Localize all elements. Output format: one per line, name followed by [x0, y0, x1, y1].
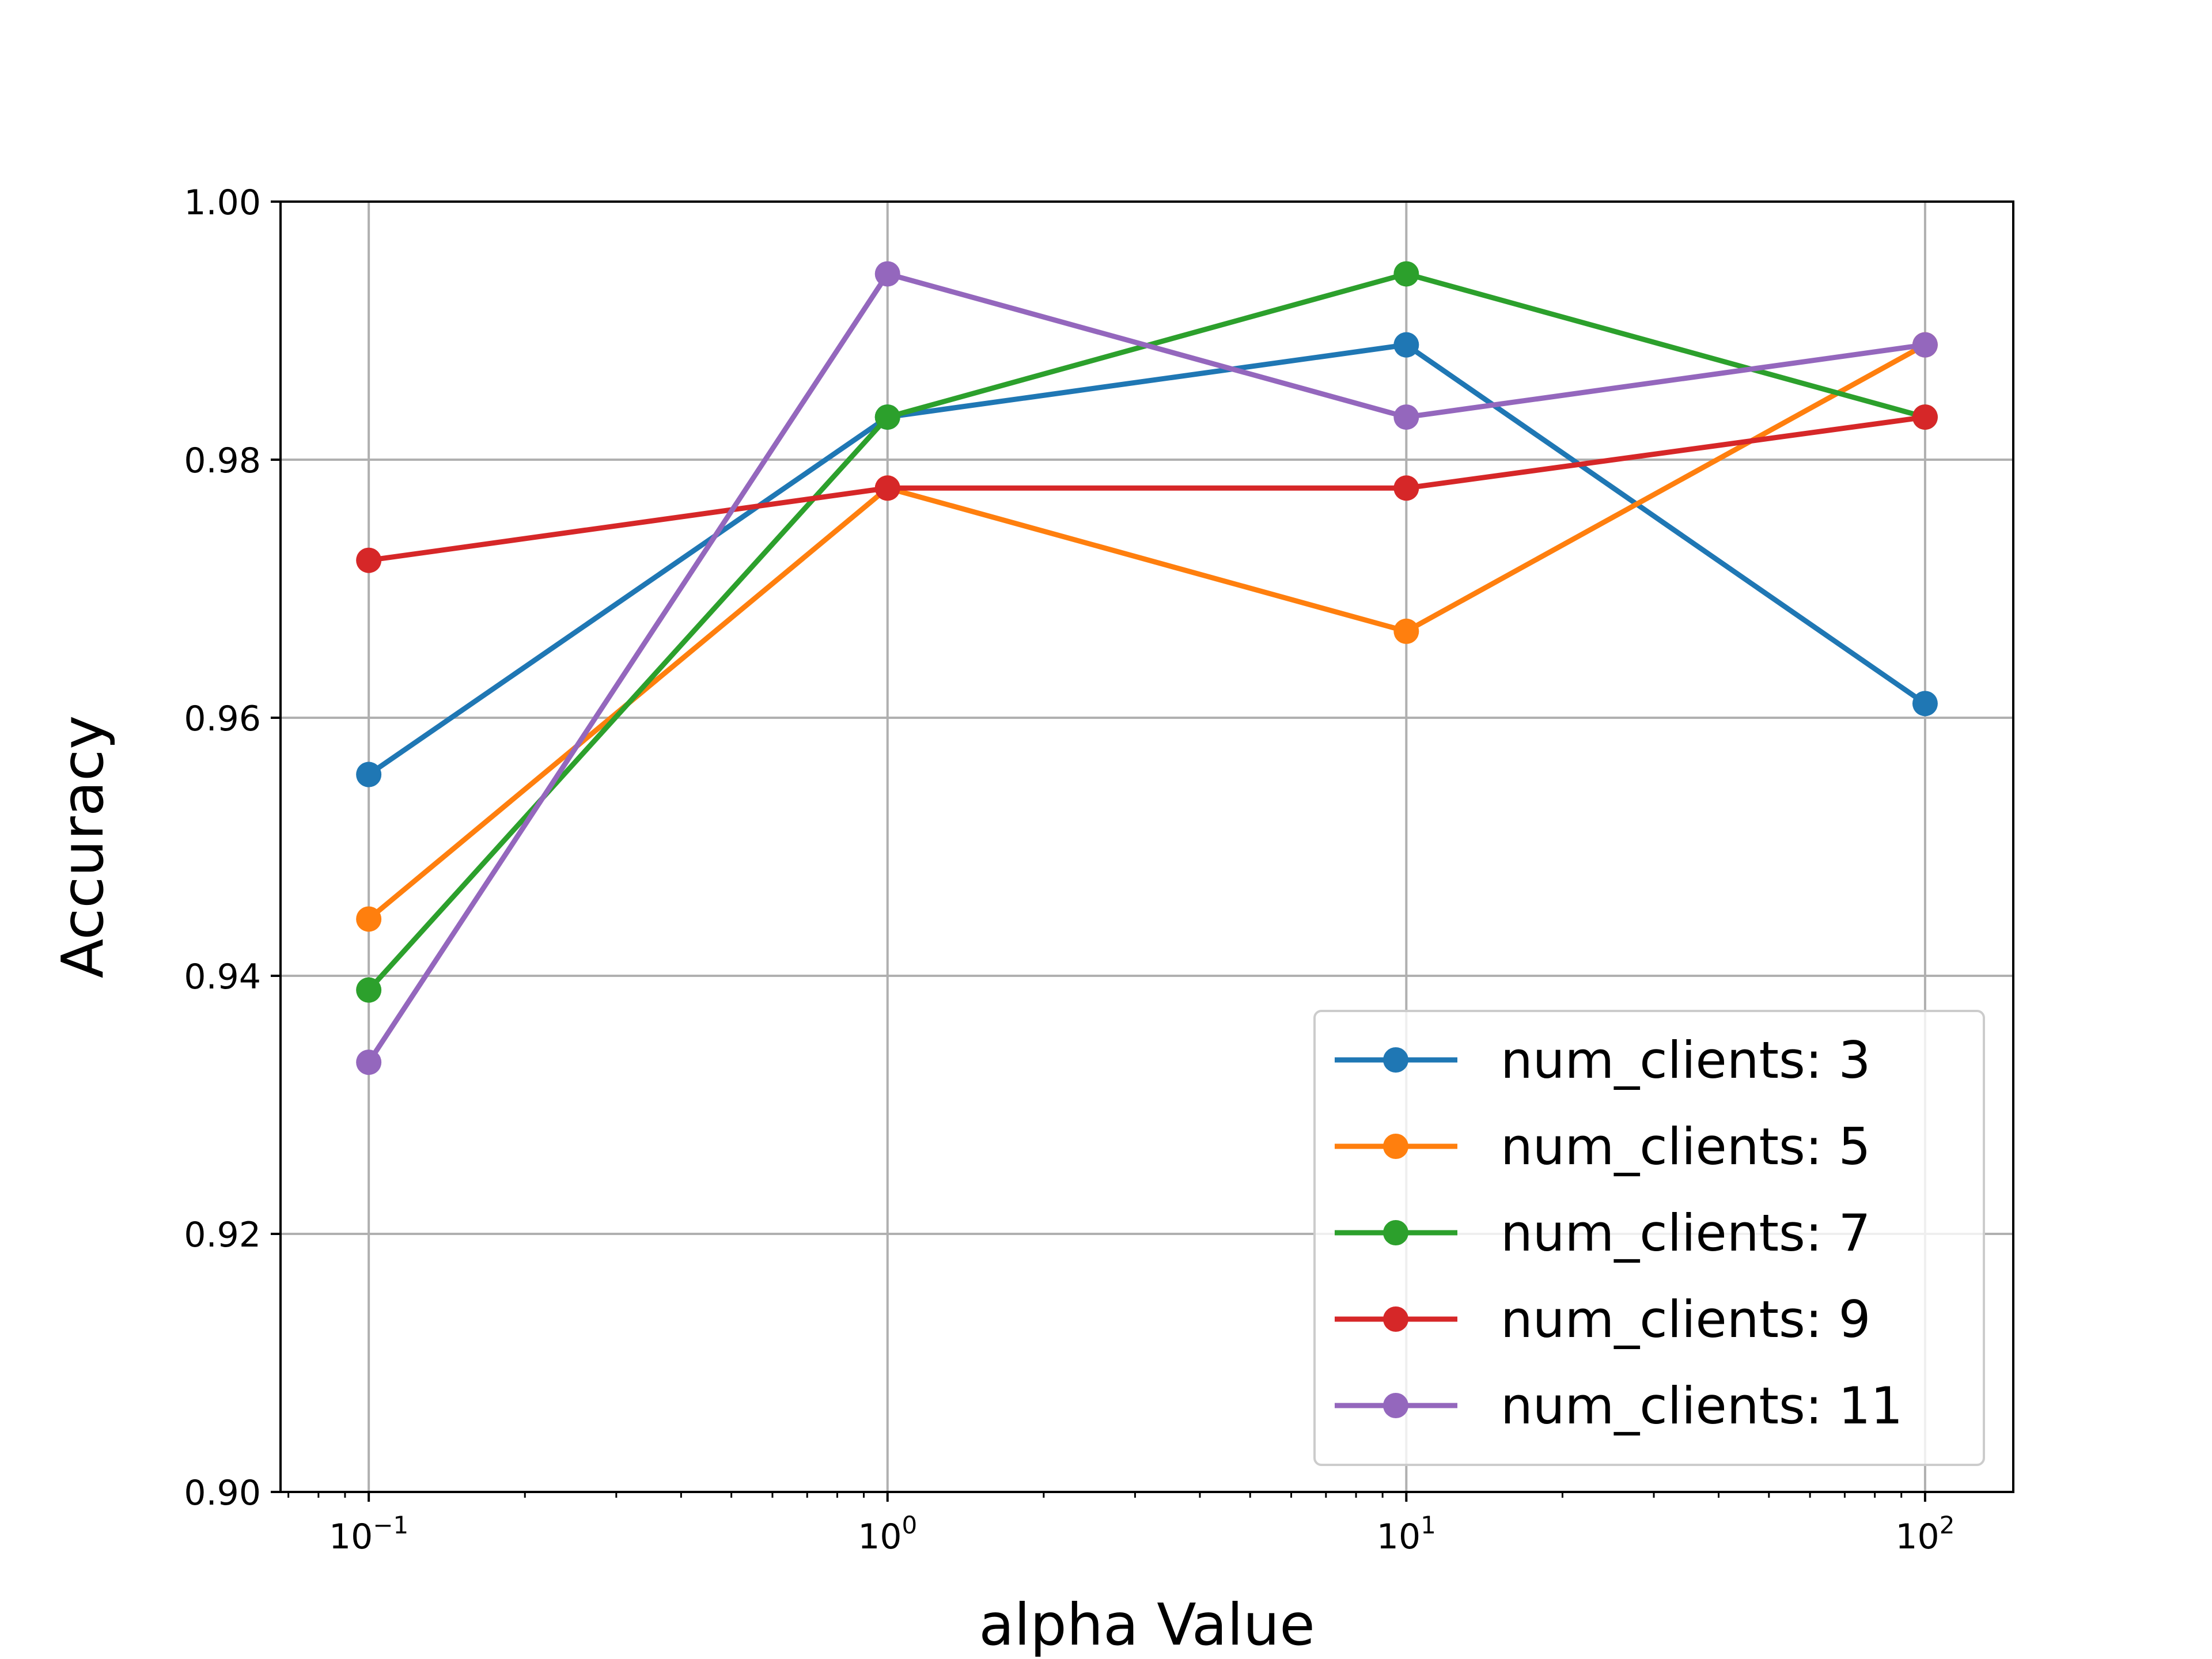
data-point [1912, 332, 1938, 358]
x-tick-label: 100 [858, 1511, 917, 1557]
legend-item: num_clients: 11 [1335, 1376, 1903, 1435]
data-point [874, 475, 900, 501]
legend-label: num_clients: 11 [1501, 1376, 1903, 1435]
data-point [874, 404, 900, 430]
x-tick-label: 10−1 [329, 1511, 408, 1557]
x-tick-label-exponent: 1 [1421, 1511, 1436, 1539]
y-tick-label: 0.98 [184, 441, 261, 481]
series-line [366, 271, 1926, 1064]
legend-marker [1383, 1306, 1408, 1332]
y-axis-label: Accuracy [49, 715, 116, 979]
legend: num_clients: 3 num_clients: 5 num_clients:… [1313, 1010, 1985, 1466]
legend-marker [1383, 1047, 1408, 1073]
data-point [1912, 691, 1938, 717]
data-point [1393, 404, 1419, 430]
series-4 [356, 404, 1938, 573]
x-tick-label-base: 10 [329, 1517, 373, 1557]
legend-label: num_clients: 7 [1501, 1203, 1870, 1263]
legend-item: num_clients: 5 [1335, 1117, 1870, 1176]
x-tick-label: 102 [1895, 1511, 1955, 1557]
x-axis-label: alpha Value [979, 1591, 1315, 1658]
data-point [1393, 261, 1419, 287]
data-point [356, 977, 382, 1003]
x-tick-label-base: 10 [1377, 1517, 1421, 1557]
legend-marker [1383, 1220, 1408, 1245]
y-tick-label: 0.90 [184, 1473, 261, 1513]
x-tick-label-base: 10 [1895, 1517, 1939, 1557]
legend-marker [1383, 1134, 1408, 1159]
x-tick-label-exponent: 2 [1940, 1511, 1955, 1539]
legend-label: num_clients: 5 [1501, 1117, 1870, 1176]
series-2 [356, 332, 1938, 932]
data-point [1393, 618, 1419, 644]
series-line [367, 342, 1927, 921]
data-point [874, 261, 900, 287]
data-point [1393, 475, 1419, 501]
legend-item: num_clients: 7 [1335, 1203, 1870, 1263]
data-point [356, 1050, 382, 1075]
x-tick-label-base: 10 [858, 1517, 902, 1557]
legend-item: num_clients: 3 [1335, 1031, 1870, 1090]
series-3 [356, 261, 1938, 1003]
plot-area-frame [279, 200, 2014, 1493]
data-point [1912, 404, 1938, 430]
series-5 [356, 261, 1938, 1075]
data-point [356, 762, 382, 787]
x-tick-label-exponent: 0 [902, 1511, 918, 1539]
x-tick-label-exponent: −1 [373, 1511, 408, 1539]
y-tick-label: 0.96 [184, 699, 261, 739]
data-point [1393, 332, 1419, 358]
legend-label: num_clients: 9 [1501, 1290, 1870, 1349]
legend-label: num_clients: 3 [1501, 1031, 1870, 1090]
data-point [356, 547, 382, 573]
y-tick-label: 0.94 [184, 957, 261, 997]
legend-box [1313, 1010, 1985, 1466]
y-tick-label: 0.92 [184, 1215, 261, 1255]
series-group [356, 261, 1938, 1075]
data-point [356, 906, 382, 932]
series-line [368, 414, 1926, 563]
legend-marker [1383, 1393, 1408, 1418]
series-line [367, 342, 1927, 777]
y-tick-label: 1.00 [184, 183, 261, 223]
legend-item: num_clients: 9 [1335, 1290, 1870, 1349]
x-tick-label: 101 [1377, 1511, 1436, 1557]
